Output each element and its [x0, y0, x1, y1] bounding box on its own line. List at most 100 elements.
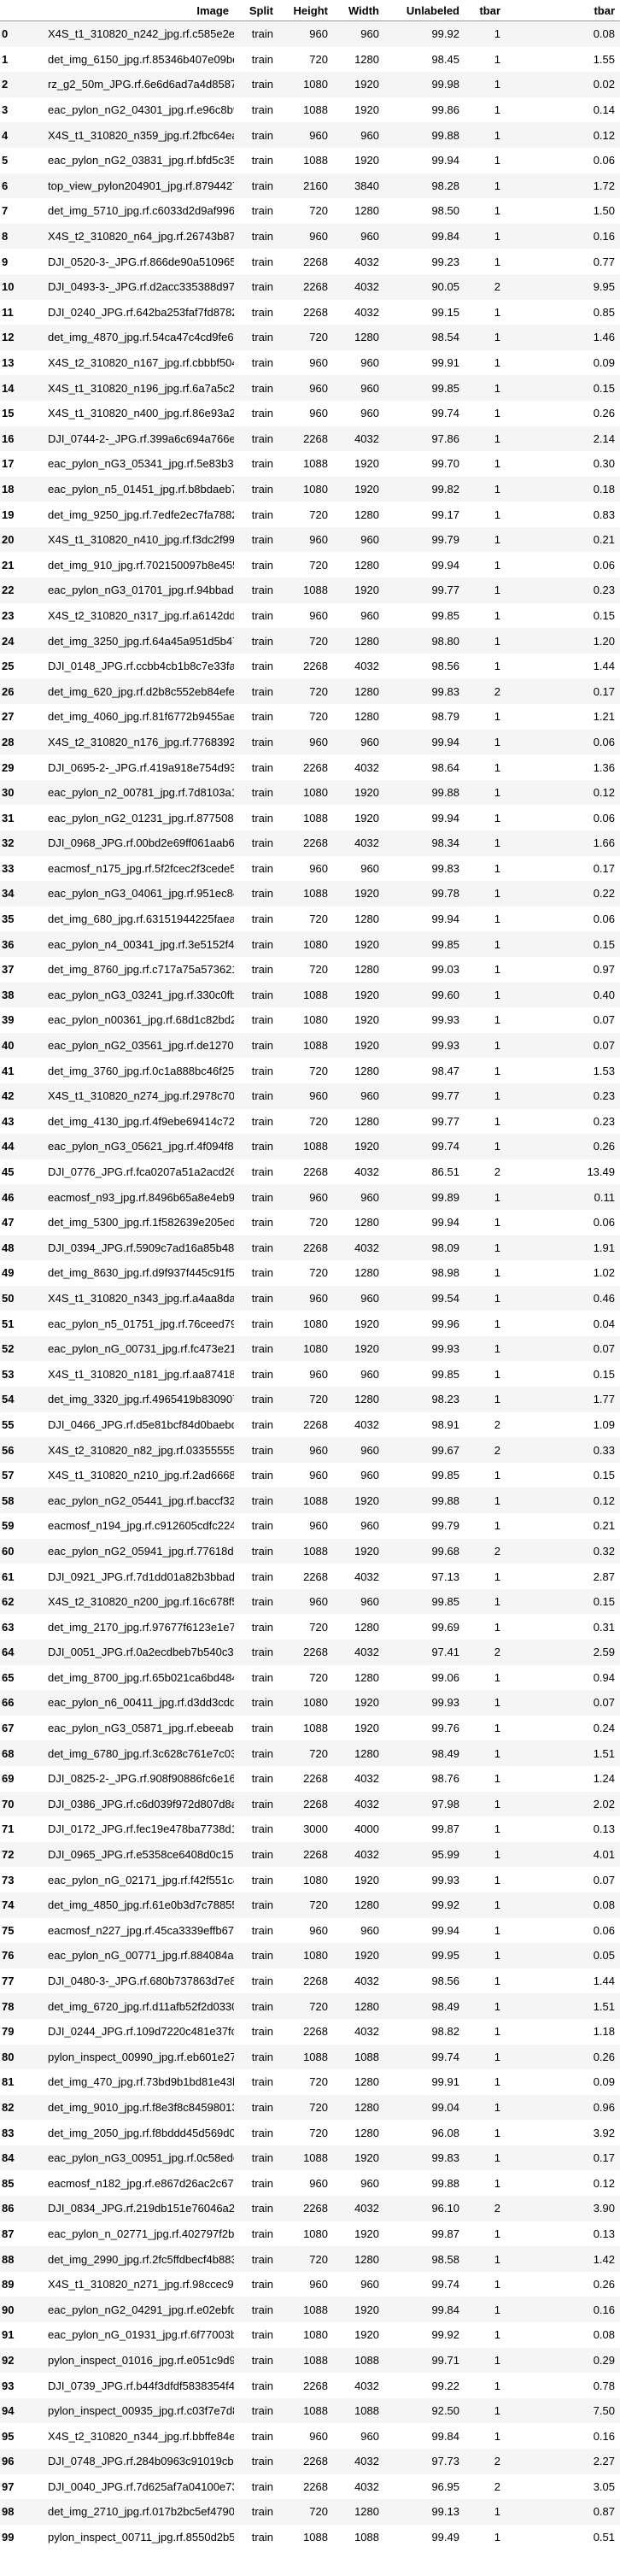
row-index: 7 — [2, 204, 9, 218]
split-cell: train — [234, 1083, 278, 1109]
row-index: 37 — [2, 963, 15, 977]
table-row: 20X4S_t1_310820_n410_jpg.rf.f3dc2f9926d7… — [0, 526, 620, 553]
width-cell: 1280 — [354, 1114, 379, 1128]
split-cell: train — [251, 1417, 273, 1431]
split-cell: train — [234, 578, 278, 603]
table-row: 50X4S_t1_310820_n343_jpg.rf.a4aa8daec4c8… — [0, 1285, 620, 1311]
header-tbar-count: tbar — [465, 0, 506, 21]
row-index: 2 — [0, 72, 48, 97]
width-cell: 1088 — [333, 2347, 384, 2374]
row-index: 14 — [0, 375, 48, 401]
tbar-share-cell: 3.92 — [593, 2126, 615, 2139]
unlabeled-cell: 98.58 — [384, 2246, 465, 2272]
unlabeled-cell: 96.95 — [431, 2479, 459, 2493]
height-cell: 2268 — [303, 2479, 328, 2493]
tbar-count-cell: 1 — [494, 1064, 500, 1077]
tbar-share-cell: 0.05 — [506, 1943, 620, 1969]
width-cell: 1280 — [333, 2499, 384, 2525]
unlabeled-cell: 98.56 — [431, 1975, 459, 1988]
table-row: 91 eac_pylon_nG_01931_jpg.rf.6f77003b8b8b… — [0, 2322, 620, 2348]
tbar-count-cell: 1 — [465, 881, 506, 907]
header-image: Image — [48, 0, 234, 21]
image-cell: eac_pylon_n00361_jpg.rf.68d1c82bd26d7326… — [48, 1013, 234, 1027]
split-cell: train — [234, 1791, 278, 1817]
split-cell: train — [251, 407, 273, 420]
table-row: 6top_view_pylon204901_jpg.rf.879442762a6… — [0, 173, 620, 199]
table-row: 46eacmosf_n93_jpg.rf.8496b65a8e4eb961bc1… — [0, 1184, 620, 1210]
unlabeled-cell: 99.95 — [384, 1943, 465, 1969]
image-cell: eac_pylon_nG2_04291_jpg.rf.e02ebfd45b80f… — [48, 2297, 234, 2323]
width-cell: 1920 — [354, 811, 379, 824]
split-cell: train — [251, 1822, 273, 1836]
table-row: 87 eac_pylon_n_02771_jpg.rf.402797f2b3f19… — [0, 2221, 620, 2247]
height-cell: 2268 — [278, 1841, 333, 1868]
tbar-count-cell: 2 — [494, 2479, 500, 2493]
split-cell: train — [234, 1235, 278, 1261]
tbar-share-cell: 0.26 — [506, 2044, 620, 2070]
split-cell: train — [251, 1670, 273, 1684]
image-cell: eac_pylon_nG3_04061_jpg.rf.951ec84436fd4… — [48, 881, 234, 907]
tbar-share-cell: 3.90 — [506, 2196, 620, 2221]
height-cell: 1080 — [303, 2227, 328, 2240]
image-cell: eacmosf_n194_jpg.rf.c912605cdfc2249f666c… — [48, 1519, 234, 1533]
tbar-count-cell: 2 — [494, 1165, 500, 1179]
image-cell: det_img_6150_jpg.rf.85346b407e09bc4f5a62… — [48, 52, 234, 66]
table-row: 56X4S_t2_310820_n82_jpg.rf.03355555c8fb7… — [0, 1437, 620, 1463]
height-cell: 1088 — [278, 982, 333, 1008]
image-cell: eac_pylon_nG2_03831_jpg.rf.bfd5c35db1bcb… — [48, 154, 234, 167]
tbar-share-cell: 0.24 — [593, 1722, 615, 1735]
split-cell: train — [251, 2479, 273, 2493]
row-index: 88 — [0, 2246, 48, 2272]
split-cell: train — [234, 1640, 278, 1665]
unlabeled-cell: 99.87 — [431, 2227, 459, 2240]
table-row: 11 DJI_0240_JPG.rf.642ba253faf7fd87822b96… — [0, 300, 620, 326]
tbar-share-cell: 0.16 — [506, 223, 620, 249]
split-cell: train — [251, 1367, 273, 1381]
tbar-share-cell: 0.15 — [593, 1367, 615, 1381]
tbar-count-cell: 1 — [465, 2297, 506, 2323]
row-index: 24 — [0, 628, 48, 654]
row-index: 72 — [0, 1841, 48, 1868]
tbar-count-cell: 1 — [494, 1670, 500, 1684]
width-cell: 960 — [333, 1285, 384, 1311]
height-cell: 1088 — [278, 2397, 333, 2424]
height-cell: 960 — [309, 1469, 328, 1482]
row-index: 71 — [2, 1822, 15, 1836]
width-cell: 1920 — [333, 2297, 384, 2323]
tbar-count-cell: 1 — [465, 1841, 506, 1868]
row-index: 13 — [2, 356, 15, 370]
tbar-share-cell: 2.59 — [506, 1640, 620, 1665]
tbar-count-cell: 2 — [465, 1437, 506, 1463]
width-cell: 1280 — [354, 963, 379, 977]
tbar-share-cell: 0.06 — [593, 154, 615, 167]
height-cell: 1088 — [278, 1032, 333, 1059]
split-cell: train — [251, 1772, 273, 1786]
image-cell: eac_pylon_nG3_05871_jpg.rf.ebeeabdba3ba3… — [48, 1722, 234, 1735]
split-cell: train — [234, 223, 278, 249]
unlabeled-cell: 97.13 — [431, 1570, 459, 1583]
tbar-share-cell: 0.97 — [593, 963, 615, 977]
table-row: 25 DJI_0148_JPG.rf.ccbb4cb1b8c7e33fae2c33… — [0, 654, 620, 679]
row-index: 61 — [2, 1570, 15, 1583]
split-cell: train — [251, 2126, 273, 2139]
unlabeled-cell: 98.50 — [431, 204, 459, 218]
row-index: 26 — [0, 678, 48, 705]
table-row: 19 det_img_9250_jpg.rf.7edfe2ec7fa7882dd3… — [0, 502, 620, 527]
tbar-count-cell: 1 — [465, 1690, 506, 1716]
tbar-share-cell: 0.07 — [593, 1013, 615, 1027]
split-cell: train — [251, 457, 273, 471]
width-cell: 1920 — [354, 1317, 379, 1330]
image-cell: DJI_0244_JPG.rf.109d7220c481e37fc908c5ac… — [48, 2025, 234, 2039]
split-cell: train — [234, 476, 278, 502]
width-cell: 1920 — [333, 72, 384, 97]
table-row: 62X4S_t2_310820_n200_jpg.rf.16c678f5ce15… — [0, 1588, 620, 1615]
image-cell: det_img_4060_jpg.rf.81f6772b9455ae349c48… — [48, 710, 234, 724]
row-index: 81 — [2, 2075, 15, 2089]
table-row: 39 eac_pylon_n00361_jpg.rf.68d1c82bd26d73… — [0, 1007, 620, 1033]
image-cell: det_img_9250_jpg.rf.7edfe2ec7fa7882dd309… — [48, 508, 234, 521]
unlabeled-cell: 98.49 — [384, 1740, 465, 1766]
split-cell: train — [234, 1740, 278, 1766]
width-cell: 1280 — [354, 1670, 379, 1684]
row-index: 15 — [2, 407, 15, 420]
image-cell: det_img_4130_jpg.rf.4f9ebe69414c723a4320… — [48, 1114, 234, 1128]
